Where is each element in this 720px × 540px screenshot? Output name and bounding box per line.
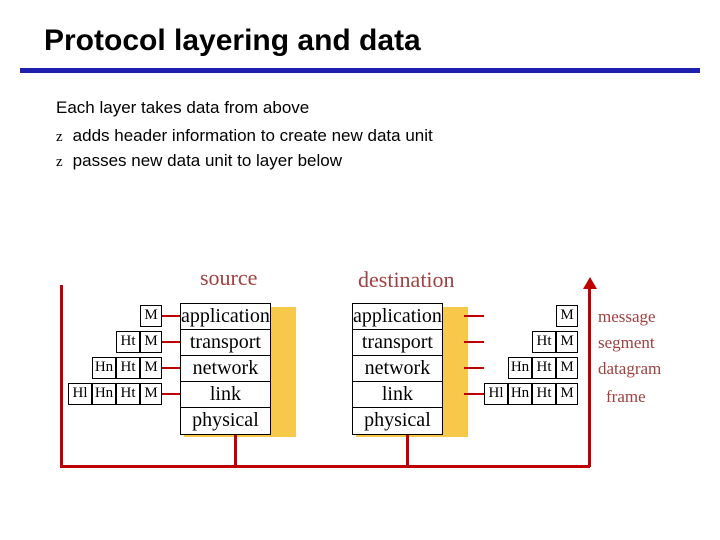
dst-row-segment: Ht M — [532, 331, 578, 353]
title-underline — [20, 68, 700, 73]
src-row-datagram: Hn Ht M — [92, 357, 162, 379]
layer-link: link — [181, 382, 270, 408]
layer-physical: physical — [181, 408, 270, 434]
stack-front: application transport network link physi… — [352, 303, 443, 435]
layer-link: link — [353, 382, 442, 408]
layer-physical: physical — [353, 408, 442, 434]
arrow-across — [60, 465, 590, 468]
wingding-bullet-icon: z — [56, 151, 63, 174]
seg-arrow — [464, 367, 484, 369]
dst-down-connector — [406, 433, 409, 467]
intro-bullet-2: z passes new data unit to layer below — [56, 148, 720, 174]
cell-ht: Ht — [116, 331, 140, 353]
destination-label: destination — [358, 267, 455, 293]
layer-transport: transport — [353, 330, 442, 356]
unit-segment: segment — [598, 333, 655, 353]
cell-hn: Hn — [508, 383, 532, 405]
layer-transport: transport — [181, 330, 270, 356]
dst-row-frame: Hl Hn Ht M — [484, 383, 578, 405]
arrow-down — [60, 285, 63, 467]
arrowhead-up-icon — [583, 277, 597, 289]
seg-arrow — [464, 341, 484, 343]
dst-row-message: M — [556, 305, 578, 327]
src-down-connector — [234, 433, 237, 467]
unit-datagram: datagram — [598, 359, 661, 379]
cell-m: M — [556, 331, 578, 353]
cell-m: M — [140, 357, 162, 379]
cell-ht: Ht — [532, 331, 556, 353]
cell-hl: Hl — [484, 383, 508, 405]
cell-m: M — [556, 383, 578, 405]
cell-ht: Ht — [532, 383, 556, 405]
unit-frame: frame — [606, 387, 646, 407]
seg-arrow — [162, 393, 180, 395]
dst-row-datagram: Hn Ht M — [508, 357, 578, 379]
src-row-message: M — [140, 305, 162, 327]
seg-arrow — [464, 393, 484, 395]
seg-arrow — [162, 315, 180, 317]
src-row-frame: Hl Hn Ht M — [68, 383, 162, 405]
arrow-up — [588, 285, 591, 467]
cell-hn: Hn — [508, 357, 532, 379]
cell-ht: Ht — [116, 357, 140, 379]
cell-m: M — [140, 331, 162, 353]
cell-m: M — [140, 383, 162, 405]
intro-bullet-1: z adds header information to create new … — [56, 123, 720, 149]
stack-front: application transport network link physi… — [180, 303, 271, 435]
diagram: source destination application transport… — [0, 255, 720, 515]
intro-bullet-1-text: adds header information to create new da… — [73, 123, 433, 149]
cell-hn: Hn — [92, 357, 116, 379]
layer-application: application — [181, 304, 270, 330]
wingding-bullet-icon: z — [56, 126, 63, 149]
layer-application: application — [353, 304, 442, 330]
cell-m: M — [140, 305, 162, 327]
seg-arrow — [162, 341, 180, 343]
intro-line-1: Each layer takes data from above — [56, 95, 720, 121]
cell-ht: Ht — [532, 357, 556, 379]
layer-network: network — [181, 356, 270, 382]
seg-arrow — [162, 367, 180, 369]
cell-hl: Hl — [68, 383, 92, 405]
seg-arrow — [464, 315, 484, 317]
cell-m: M — [556, 305, 578, 327]
intro-bullet-2-text: passes new data unit to layer below — [73, 148, 342, 174]
intro-block: Each layer takes data from above z adds … — [56, 95, 720, 174]
source-stack: application transport network link physi… — [180, 303, 271, 435]
destination-stack: application transport network link physi… — [352, 303, 443, 435]
cell-ht: Ht — [116, 383, 140, 405]
cell-hn: Hn — [92, 383, 116, 405]
layer-network: network — [353, 356, 442, 382]
slide-title: Protocol layering and data — [0, 0, 720, 68]
unit-message: message — [598, 307, 656, 327]
source-label: source — [200, 265, 257, 291]
cell-m: M — [556, 357, 578, 379]
src-row-segment: Ht M — [116, 331, 162, 353]
